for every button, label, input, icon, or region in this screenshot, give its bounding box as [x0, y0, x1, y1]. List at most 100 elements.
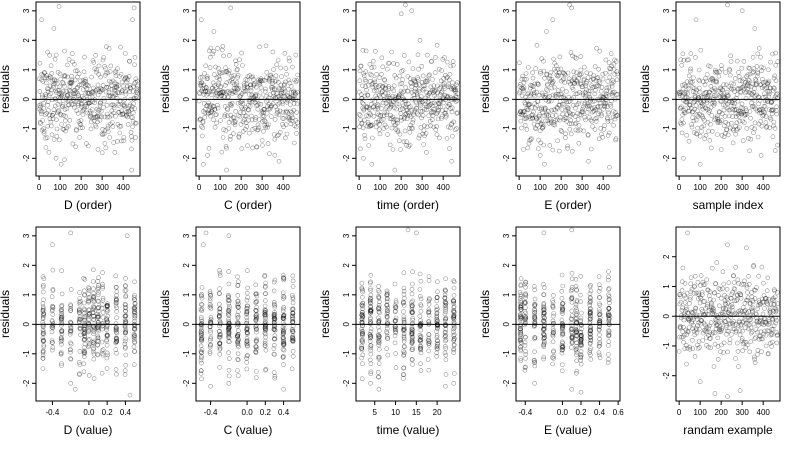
data-point	[572, 81, 577, 86]
data-point	[76, 317, 82, 323]
data-point	[706, 93, 712, 98]
data-point	[254, 312, 259, 317]
data-point	[688, 66, 694, 72]
data-point	[104, 111, 110, 117]
data-point	[578, 315, 584, 321]
data-point	[761, 109, 766, 114]
data-point	[231, 131, 236, 136]
data-point	[721, 134, 727, 139]
data-point	[360, 331, 366, 336]
data-point	[569, 331, 575, 336]
data-point	[434, 338, 440, 344]
data-point	[114, 350, 119, 356]
data-point	[597, 332, 602, 338]
data-point	[223, 65, 228, 70]
plot-frame	[195, 1, 301, 177]
data-point	[410, 126, 415, 131]
data-point	[556, 73, 562, 78]
data-point	[59, 268, 65, 274]
data-point	[261, 107, 267, 112]
data-point	[290, 284, 296, 289]
data-point	[81, 326, 87, 332]
data-point	[199, 302, 205, 308]
data-point	[359, 121, 365, 127]
data-point	[207, 344, 213, 350]
data-point	[583, 83, 589, 89]
data-point	[409, 334, 415, 340]
data-point	[368, 326, 374, 332]
data-point	[736, 281, 741, 286]
data-point	[701, 98, 706, 103]
data-point	[533, 126, 539, 132]
data-point	[453, 93, 459, 99]
data-point	[213, 90, 219, 95]
data-point	[100, 132, 106, 138]
x-axis-label: D (order)	[64, 198, 112, 212]
data-point	[50, 325, 56, 331]
data-point	[743, 96, 749, 101]
data-point	[611, 61, 617, 67]
data-point	[217, 340, 223, 346]
data-point	[51, 77, 57, 82]
data-point	[360, 303, 365, 308]
data-point	[680, 83, 685, 88]
data-point	[680, 265, 686, 271]
data-point	[684, 57, 690, 63]
data-point	[229, 77, 234, 83]
data-point	[272, 86, 277, 91]
data-point	[569, 316, 575, 322]
data-point	[95, 92, 101, 98]
data-point	[687, 102, 693, 108]
data-point	[738, 109, 743, 114]
data-point	[599, 113, 605, 119]
data-point	[245, 341, 250, 347]
data-point	[96, 325, 101, 331]
data-point	[208, 293, 213, 298]
data-point	[688, 275, 694, 281]
data-point	[114, 300, 119, 306]
data-point	[701, 320, 707, 326]
data-point	[451, 325, 457, 331]
data-point	[68, 308, 73, 314]
data-point	[226, 292, 231, 298]
data-point	[574, 287, 579, 292]
data-point	[680, 329, 686, 335]
data-point	[443, 276, 448, 282]
data-point	[557, 117, 563, 123]
data-point	[97, 113, 102, 119]
data-point	[95, 351, 100, 357]
data-point	[357, 78, 363, 83]
data-point	[574, 321, 579, 326]
data-point	[401, 291, 407, 297]
data-point	[606, 274, 611, 280]
data-point	[742, 86, 747, 92]
data-point	[361, 101, 366, 107]
data-point	[531, 284, 537, 289]
data-point	[756, 298, 762, 303]
data-point	[559, 301, 565, 307]
data-point	[615, 92, 621, 97]
data-point	[409, 356, 415, 362]
data-point	[726, 93, 731, 99]
data-point	[700, 114, 705, 119]
data-point	[733, 328, 739, 334]
data-point	[232, 120, 238, 125]
data-point	[551, 120, 557, 125]
data-point	[579, 343, 584, 349]
data-point	[249, 117, 255, 123]
data-point	[523, 116, 529, 122]
data-point	[205, 153, 210, 158]
data-point	[756, 322, 761, 328]
data-point	[241, 129, 246, 134]
data-point	[58, 315, 64, 320]
data-point	[773, 94, 778, 100]
data-point	[741, 83, 747, 88]
data-point	[217, 290, 222, 296]
data-point	[41, 338, 46, 344]
data-point	[226, 312, 231, 318]
data-point	[98, 100, 103, 105]
data-point	[49, 294, 55, 300]
data-point	[433, 127, 439, 132]
data-point	[92, 66, 98, 71]
data-point	[50, 305, 56, 310]
